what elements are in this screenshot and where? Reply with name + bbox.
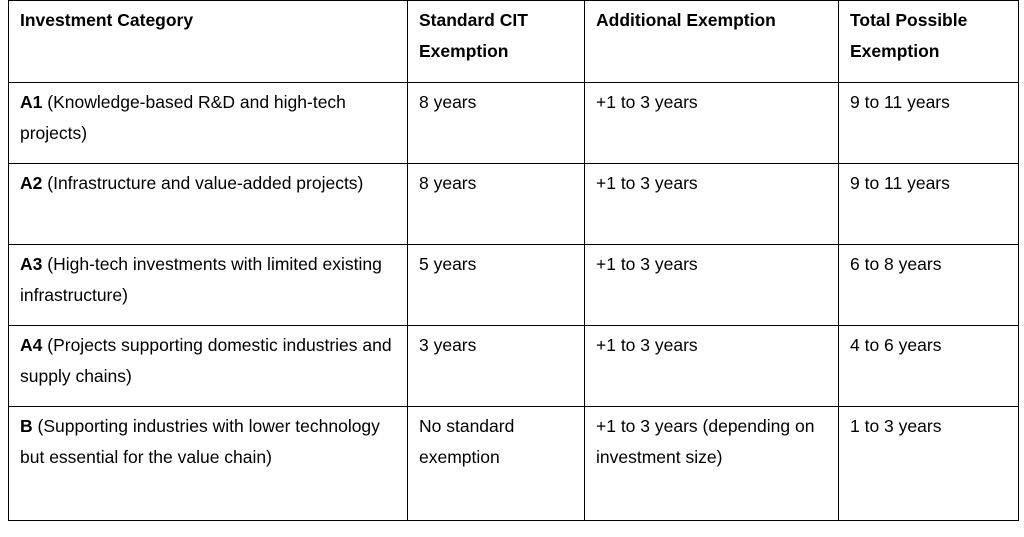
- category-description: (Infrastructure and value-added projects…: [47, 173, 364, 193]
- category-cell: A2 (Infrastructure and value-added proje…: [8, 163, 408, 245]
- table-body: A1 (Knowledge-based R&D and high-tech pr…: [8, 82, 1019, 521]
- category-code: A4: [20, 335, 43, 355]
- table-cell: 8 years: [407, 82, 585, 164]
- category-description: (Knowledge-based R&D and high-tech proje…: [20, 92, 346, 143]
- table-cell: 3 years: [407, 325, 585, 407]
- category-code: A2: [20, 173, 43, 193]
- table-cell: +1 to 3 years: [584, 82, 839, 164]
- table-cell: No standard exemption: [407, 406, 585, 521]
- table-cell: 4 to 6 years: [838, 325, 1019, 407]
- table-row: B (Supporting industries with lower tech…: [8, 406, 1019, 521]
- table-cell: 9 to 11 years: [838, 82, 1019, 164]
- category-cell: A4 (Projects supporting domestic industr…: [8, 325, 408, 407]
- header-cell: Additional Exemption: [584, 0, 839, 83]
- table-cell: +1 to 3 years: [584, 244, 839, 326]
- table-cell: +1 to 3 years: [584, 163, 839, 245]
- table-cell: 8 years: [407, 163, 585, 245]
- table-cell: +1 to 3 years (depending on investment s…: [584, 406, 839, 521]
- header-cell: Total Possible Exemption: [838, 0, 1019, 83]
- table-cell: 6 to 8 years: [838, 244, 1019, 326]
- category-description: (High-tech investments with limited exis…: [20, 254, 382, 305]
- table-cell: +1 to 3 years: [584, 325, 839, 407]
- table-cell: 5 years: [407, 244, 585, 326]
- table-row: A3 (High-tech investments with limited e…: [8, 244, 1019, 326]
- category-cell: A1 (Knowledge-based R&D and high-tech pr…: [8, 82, 408, 164]
- category-code: B: [20, 416, 33, 436]
- category-description: (Projects supporting domestic industries…: [20, 335, 392, 386]
- category-cell: A3 (High-tech investments with limited e…: [8, 244, 408, 326]
- table-head: Investment Category Standard CIT Exemptio…: [8, 0, 1019, 83]
- exemption-table: Investment Category Standard CIT Exemptio…: [8, 0, 1019, 521]
- header-cell: Standard CIT Exemption: [407, 0, 585, 83]
- category-description: (Supporting industries with lower techno…: [20, 416, 380, 467]
- table-cell: 1 to 3 years: [838, 406, 1019, 521]
- category-cell: B (Supporting industries with lower tech…: [8, 406, 408, 521]
- category-code: A1: [20, 92, 43, 112]
- category-code: A3: [20, 254, 43, 274]
- header-row: Investment Category Standard CIT Exemptio…: [8, 0, 1019, 83]
- table-row: A1 (Knowledge-based R&D and high-tech pr…: [8, 82, 1019, 164]
- table-row: A4 (Projects supporting domestic industr…: [8, 325, 1019, 407]
- table-row: A2 (Infrastructure and value-added proje…: [8, 163, 1019, 245]
- table-cell: 9 to 11 years: [838, 163, 1019, 245]
- header-cell: Investment Category: [8, 0, 408, 83]
